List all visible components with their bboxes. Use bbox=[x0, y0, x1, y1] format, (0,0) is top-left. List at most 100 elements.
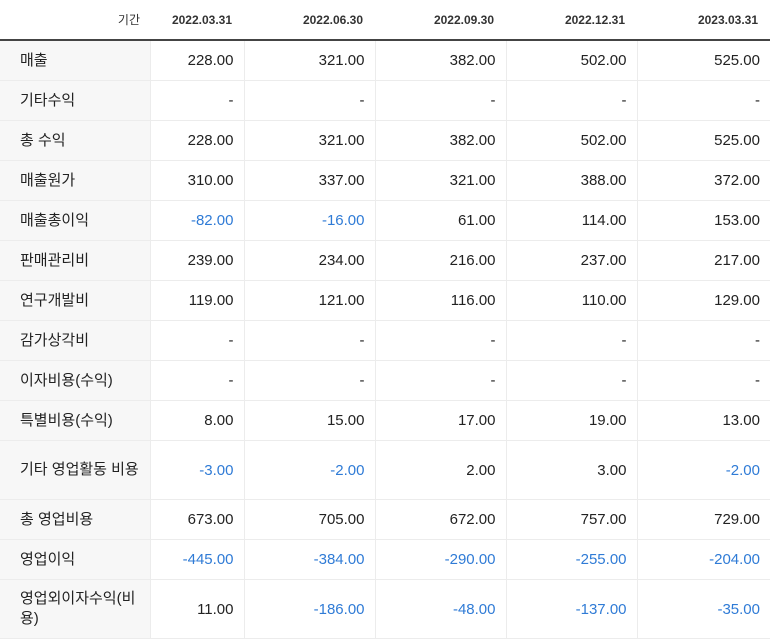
cell-value: - bbox=[375, 320, 507, 361]
cell-value: 673.00 bbox=[150, 499, 245, 540]
cell-value: 8.00 bbox=[150, 400, 245, 441]
cell-value: 216.00 bbox=[375, 240, 507, 281]
table-row: 매출총이익 -82.00 -16.00 61.00 114.00 153.00 bbox=[0, 200, 770, 241]
row-label: 연구개발비 bbox=[0, 280, 151, 321]
row-label: 매출 bbox=[0, 40, 151, 81]
cell-value: -35.00 bbox=[637, 579, 770, 639]
table-row: 이자비용(수익) - - - - - bbox=[0, 360, 770, 401]
cell-value: 372.00 bbox=[637, 160, 770, 201]
cell-value: 11.00 bbox=[150, 579, 245, 639]
row-label: 감가상각비 bbox=[0, 320, 151, 361]
cell-value: -48.00 bbox=[375, 579, 507, 639]
row-label: 매출원가 bbox=[0, 160, 151, 201]
cell-value: 15.00 bbox=[244, 400, 376, 441]
cell-value: 153.00 bbox=[637, 200, 770, 241]
period-header: 2023.03.31 bbox=[637, 0, 770, 41]
cell-value: 382.00 bbox=[375, 40, 507, 81]
cell-value: -3.00 bbox=[150, 440, 245, 500]
cell-value: 228.00 bbox=[150, 120, 245, 161]
cell-value: 129.00 bbox=[637, 280, 770, 321]
cell-value: 672.00 bbox=[375, 499, 507, 540]
cell-value: - bbox=[150, 360, 245, 401]
cell-value: -445.00 bbox=[150, 539, 245, 580]
cell-value: 321.00 bbox=[244, 40, 376, 81]
cell-value: - bbox=[637, 360, 770, 401]
cell-value: - bbox=[637, 80, 770, 121]
cell-value: 239.00 bbox=[150, 240, 245, 281]
cell-value: 310.00 bbox=[150, 160, 245, 201]
cell-value: - bbox=[244, 80, 376, 121]
cell-value: 114.00 bbox=[506, 200, 638, 241]
period-header: 2022.12.31 bbox=[506, 0, 637, 41]
header-row: 기간 2022.03.31 2022.06.30 2022.09.30 2022… bbox=[0, 0, 770, 41]
cell-value: 3.00 bbox=[506, 440, 638, 500]
cell-value: 729.00 bbox=[637, 499, 770, 540]
cell-value: - bbox=[150, 80, 245, 121]
cell-value: - bbox=[244, 360, 376, 401]
row-label: 영업외이자수익(비용) bbox=[0, 579, 151, 639]
row-label: 판매관리비 bbox=[0, 240, 151, 281]
row-label: 매출총이익 bbox=[0, 200, 151, 241]
cell-value: -82.00 bbox=[150, 200, 245, 241]
cell-value: 705.00 bbox=[244, 499, 376, 540]
cell-value: 119.00 bbox=[150, 280, 245, 321]
cell-value: -255.00 bbox=[506, 539, 638, 580]
cell-value: 228.00 bbox=[150, 40, 245, 81]
cell-value: 237.00 bbox=[506, 240, 638, 281]
cell-value: 388.00 bbox=[506, 160, 638, 201]
period-header: 2022.09.30 bbox=[375, 0, 506, 41]
cell-value: 110.00 bbox=[506, 280, 638, 321]
cell-value: - bbox=[150, 320, 245, 361]
cell-value: 61.00 bbox=[375, 200, 507, 241]
table-row: 총 영업비용 673.00 705.00 672.00 757.00 729.0… bbox=[0, 499, 770, 540]
period-label-header: 기간 bbox=[0, 0, 150, 41]
cell-value: 382.00 bbox=[375, 120, 507, 161]
cell-value: 502.00 bbox=[506, 120, 638, 161]
table-row: 연구개발비 119.00 121.00 116.00 110.00 129.00 bbox=[0, 280, 770, 321]
cell-value: -204.00 bbox=[637, 539, 770, 580]
row-label: 특별비용(수익) bbox=[0, 400, 151, 441]
cell-value: 337.00 bbox=[244, 160, 376, 201]
cell-value: 2.00 bbox=[375, 440, 507, 500]
cell-value: 321.00 bbox=[244, 120, 376, 161]
cell-value: 217.00 bbox=[637, 240, 770, 281]
cell-value: - bbox=[506, 320, 638, 361]
cell-value: -2.00 bbox=[637, 440, 770, 500]
cell-value: 19.00 bbox=[506, 400, 638, 441]
cell-value: -16.00 bbox=[244, 200, 376, 241]
row-label: 총 수익 bbox=[0, 120, 151, 161]
cell-value: - bbox=[637, 320, 770, 361]
cell-value: - bbox=[375, 360, 507, 401]
table-row: 기타수익 - - - - - bbox=[0, 80, 770, 121]
cell-value: 525.00 bbox=[637, 40, 770, 81]
table-row: 감가상각비 - - - - - bbox=[0, 320, 770, 361]
cell-value: -2.00 bbox=[244, 440, 376, 500]
cell-value: -137.00 bbox=[506, 579, 638, 639]
cell-value: 757.00 bbox=[506, 499, 638, 540]
table-row: 특별비용(수익) 8.00 15.00 17.00 19.00 13.00 bbox=[0, 400, 770, 441]
period-header: 2022.03.31 bbox=[150, 0, 244, 41]
row-label: 이자비용(수익) bbox=[0, 360, 151, 401]
cell-value: -290.00 bbox=[375, 539, 507, 580]
table-row: 매출 228.00 321.00 382.00 502.00 525.00 bbox=[0, 40, 770, 81]
cell-value: 321.00 bbox=[375, 160, 507, 201]
cell-value: 234.00 bbox=[244, 240, 376, 281]
table-row: 기타 영업활동 비용 -3.00 -2.00 2.00 3.00 -2.00 bbox=[0, 440, 770, 500]
cell-value: 525.00 bbox=[637, 120, 770, 161]
cell-value: - bbox=[506, 360, 638, 401]
cell-value: - bbox=[244, 320, 376, 361]
row-label: 영업이익 bbox=[0, 539, 151, 580]
table-row: 영업외이자수익(비용) 11.00 -186.00 -48.00 -137.00… bbox=[0, 579, 770, 639]
cell-value: 116.00 bbox=[375, 280, 507, 321]
cell-value: -384.00 bbox=[244, 539, 376, 580]
table-row: 판매관리비 239.00 234.00 216.00 237.00 217.00 bbox=[0, 240, 770, 281]
row-label: 기타 영업활동 비용 bbox=[0, 440, 151, 500]
table-row: 총 수익 228.00 321.00 382.00 502.00 525.00 bbox=[0, 120, 770, 161]
row-label: 총 영업비용 bbox=[0, 499, 151, 540]
table-row: 영업이익 -445.00 -384.00 -290.00 -255.00 -20… bbox=[0, 539, 770, 580]
cell-value: - bbox=[506, 80, 638, 121]
row-label: 기타수익 bbox=[0, 80, 151, 121]
cell-value: 13.00 bbox=[637, 400, 770, 441]
cell-value: -186.00 bbox=[244, 579, 376, 639]
